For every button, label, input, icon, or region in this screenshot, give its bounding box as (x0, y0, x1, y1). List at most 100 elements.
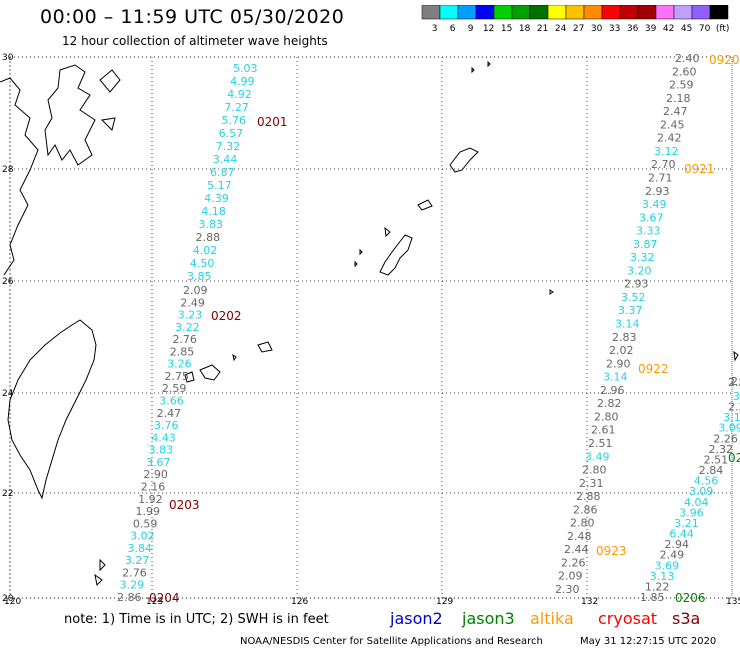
wave-height-label: 1.85 (640, 591, 665, 604)
wave-height-label: 4.50 (190, 257, 215, 270)
wave-height-label: 7.27 (224, 101, 249, 114)
color-scale-label: 18 (519, 24, 531, 34)
wave-height-label: 2.40 (675, 52, 700, 65)
wave-height-label: 4.56 (694, 475, 719, 488)
wave-height-label: 3.13 (650, 570, 675, 583)
wave-height-label: 2.88 (576, 490, 601, 503)
wave-height-label: 3.67 (146, 456, 171, 469)
pass-time-label: 0201 (257, 115, 288, 129)
wave-height-label: 2.47 (157, 407, 182, 420)
wave-height-label: 2.18 (666, 92, 691, 105)
pass-time-label: 0923 (596, 544, 627, 558)
wave-height-label: 2.90 (143, 468, 168, 481)
color-scale-label: 6 (450, 24, 456, 34)
longitude-label: 132 (581, 597, 598, 605)
wave-height-label: 2.86 (573, 503, 598, 516)
wave-height-label: 2.90 (606, 357, 631, 370)
wave-height-label: 2.83 (612, 331, 637, 344)
color-scale-label: 39 (645, 24, 657, 34)
chart-subtitle: 12 hour collection of altimeter wave hei… (62, 34, 328, 48)
footer-timestamp: May 31 12:27:15 UTC 2020 (580, 636, 717, 647)
color-scale-legend: 3 6 9 12 15 18 21 24 27 30 33 36 39 42 45 70 (ft) (421, 5, 730, 34)
wave-height-label: 4.43 (151, 431, 176, 444)
wave-height-label: 2.09 (183, 284, 208, 297)
wave-height-label: 3.27 (125, 554, 150, 567)
note-text: note: 1) Time is in UTC; 2) SWH is in fe… (64, 612, 329, 627)
pass-time-label: 0920 (709, 53, 740, 67)
wave-height-label: 2.51 (588, 437, 613, 450)
wave-height-label: 2.16 (141, 480, 166, 493)
wave-height-label: 2.84 (699, 464, 724, 477)
wave-height-label: 2.09 (558, 570, 583, 583)
wave-height-label: 2.48 (567, 530, 592, 543)
wave-height-label: 2.49 (180, 296, 205, 309)
wave-height-label: 2.49 (660, 549, 685, 562)
color-scale-label: 30 (591, 24, 603, 34)
wave-height-label: 3.09 (718, 422, 740, 435)
wave-height-label: 3.33 (636, 225, 661, 238)
wave-height-label: 2.45 (660, 118, 685, 131)
color-scale-label: 45 (681, 24, 692, 34)
chart-title: 00:00 – 11:59 UTC 05/30/2020 (40, 6, 345, 28)
wave-height-label: 2.85 (170, 345, 195, 358)
wave-height-label: 3.49 (642, 198, 667, 211)
pass-time-label: 0205 (728, 451, 740, 465)
wave-height-label: 3.96 (679, 506, 704, 519)
wave-height-label: 2.88 (196, 231, 221, 244)
wave-height-label: 3.20 (627, 264, 652, 277)
latitude-label: 20 (2, 594, 14, 604)
wave-height-label: 5.17 (207, 179, 232, 192)
wave-height-label: 4.39 (204, 192, 229, 205)
pass-time-label: 0204 (149, 591, 180, 605)
wave-height-label: 2.71 (648, 171, 673, 184)
wave-height-label: 4.02 (193, 244, 218, 257)
color-scale-label: 12 (483, 24, 494, 34)
wave-height-label: 3.83 (149, 444, 174, 457)
wave-height-label: 7.32 (216, 140, 241, 153)
footer-credit: NOAA/NESDIS Center for Satellite Applica… (240, 636, 543, 647)
legend-jason2: jason2 (390, 609, 443, 628)
small-islets (354, 60, 739, 362)
color-swatch (709, 5, 729, 20)
legend-jason3: jason3 (462, 609, 515, 628)
color-scale-label: 21 (537, 24, 548, 34)
color-scale-label: 27 (573, 24, 584, 34)
pass-time-label: 0922 (638, 362, 669, 376)
wave-height-label: 2.5 (731, 375, 740, 388)
wave-height-label: 3.26 (167, 358, 192, 371)
wave-height-label: 4.99 (230, 75, 255, 88)
wave-height-label: 3.32 (630, 251, 655, 264)
color-scale-label: 36 (627, 24, 639, 34)
wave-height-label: 3.44 (213, 153, 238, 166)
wave-height-label: 3.66 (159, 395, 184, 408)
latitude-label: 24 (2, 389, 14, 399)
latitude-label: 26 (2, 277, 14, 287)
wave-height-label: 4.04 (684, 496, 709, 509)
wave-height-label: 3.83 (199, 218, 224, 231)
wave-height-label: 2.51 (704, 453, 729, 466)
color-scale-label: 15 (501, 24, 512, 34)
wave-height-label: 3.23 (178, 309, 203, 322)
legend-altika: altika (530, 609, 574, 628)
yaeyama-islands (184, 341, 273, 383)
pass-time-label: 0202 (211, 309, 242, 323)
wave-height-label: 3.8 (733, 390, 740, 403)
wave-height-label: 3.02 (130, 530, 155, 543)
legend-cryosat: cryosat (598, 609, 658, 628)
wave-height-label: 1.99 (135, 505, 160, 518)
wave-height-label: 2.76 (122, 566, 147, 579)
wave-height-label: 2.02 (609, 344, 634, 357)
wave-height-label: 2.94 (664, 538, 689, 551)
wave-height-label: 1.92 (138, 493, 163, 506)
wave-height-label: 5.76 (222, 114, 247, 127)
wave-height-label: 2.30 (555, 583, 580, 596)
wave-height-label: 2.32 (709, 443, 734, 456)
wave-height-label: 3.85 (187, 270, 212, 283)
color-scale-label: (ft) (716, 24, 730, 34)
wave-height-label: 2.26 (713, 432, 738, 445)
wave-height-label: 2.80 (582, 464, 607, 477)
wave-height-label: 4.92 (227, 88, 252, 101)
wave-height-label: 3.09 (689, 485, 714, 498)
